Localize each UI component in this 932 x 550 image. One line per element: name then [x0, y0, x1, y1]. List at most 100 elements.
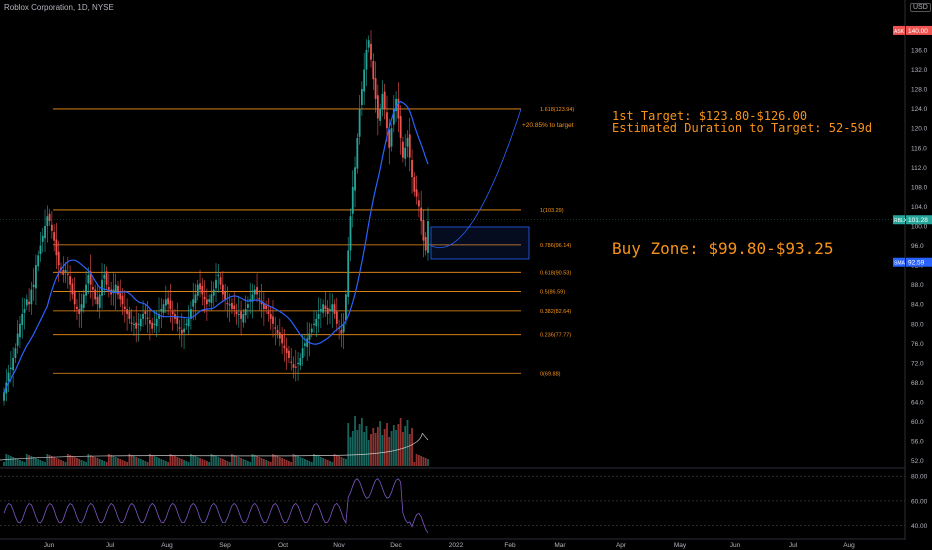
candle-body [424, 237, 427, 251]
y-tick-label: 84.0 [911, 302, 924, 309]
candle-body [402, 141, 404, 158]
candle-body [3, 392, 5, 401]
volume-bar [365, 426, 368, 466]
volume-bar [119, 459, 122, 466]
volume-bar [427, 459, 429, 466]
candle-body [14, 348, 17, 358]
volume-bar [360, 418, 363, 466]
candle-body [30, 289, 33, 305]
volume-bar [9, 456, 12, 466]
volume-bar [21, 461, 24, 466]
candle-body [304, 343, 306, 346]
y-tick-label: 96.0 [911, 243, 924, 250]
volume-bar [50, 456, 53, 466]
candle-body [35, 265, 37, 289]
candle-body [354, 167, 356, 191]
candle-body [96, 296, 99, 305]
projection-curve [430, 108, 522, 248]
candle-body [105, 271, 108, 285]
rsi-tick-label: 40.00 [911, 523, 928, 530]
candle-body [85, 284, 87, 296]
volume-bar [105, 462, 108, 466]
candle-body [123, 306, 126, 310]
x-tick-label: Aug [161, 542, 173, 549]
volume-bar [185, 461, 188, 466]
duration-annotation: Estimated Duration to Target: 52-59d [612, 121, 873, 135]
volume-bar [155, 457, 158, 466]
volume-bar [212, 455, 215, 466]
candle-body [301, 348, 304, 358]
volume-bar [169, 454, 172, 466]
candle-body [411, 160, 413, 178]
volume-bar [146, 462, 149, 466]
volume-bar [16, 459, 19, 466]
volume-bar [338, 456, 340, 466]
candle-body [78, 309, 81, 314]
volume-bar [126, 462, 128, 466]
candle-body [176, 316, 179, 324]
volume-bar [374, 433, 377, 466]
volume-bar [62, 461, 65, 466]
volume-bar [151, 455, 154, 466]
volume-bar [176, 457, 179, 466]
volume-bar [110, 455, 113, 466]
buy-zone-annotation: Buy Zone: $99.80-$93.25 [612, 239, 834, 258]
volume-bar [422, 457, 425, 466]
candle-body [12, 358, 15, 371]
volume-bar [256, 456, 258, 466]
candle-body [137, 323, 140, 325]
price-badge-tag [893, 257, 905, 267]
volume-bar [7, 455, 10, 466]
x-tick-label: Jun [730, 542, 741, 549]
volume-bar [351, 431, 354, 466]
price-badge-name: SMA [894, 261, 906, 267]
x-tick-label: Aug [843, 542, 855, 549]
symbol-title[interactable]: Roblox Corporation, 1D, NYSE [4, 3, 114, 12]
volume-bar [60, 460, 62, 466]
fib-level-label: 0.236(77.77) [540, 333, 571, 339]
candle-body [381, 94, 384, 109]
volume-bar [133, 456, 135, 466]
volume-bar [30, 456, 33, 466]
volume-bar [235, 456, 238, 466]
candle-body [92, 287, 94, 290]
candle-body [374, 78, 377, 99]
candle-body [306, 338, 309, 347]
y-tick-label: 124.0 [911, 106, 928, 113]
y-tick-label: 64.0 [911, 400, 924, 407]
candle-body [331, 304, 334, 312]
volume-bar [411, 428, 413, 466]
fib-level-label: 0(69.88) [540, 371, 561, 377]
candle-body [395, 98, 397, 112]
fib-level-label: 1.618(123.94) [540, 107, 574, 113]
candle-body [164, 299, 167, 306]
x-tick-label: Jul [789, 542, 798, 549]
candle-body [228, 304, 231, 306]
candle-body [205, 299, 208, 305]
volume-bar [313, 454, 315, 466]
candle-body [342, 323, 345, 333]
candle-body [329, 309, 331, 311]
volume-bar [187, 462, 190, 466]
volume-bar [315, 455, 318, 466]
candle-body [413, 177, 416, 192]
candle-body [335, 311, 338, 324]
candle-body [139, 318, 142, 327]
volume-bar [39, 460, 42, 466]
candle-body [178, 327, 181, 329]
volume-bar [28, 455, 30, 466]
volume-bar [381, 435, 384, 466]
candle-body [415, 189, 418, 197]
volume-bar [44, 462, 46, 466]
candle-body [379, 108, 382, 121]
candle-body [183, 328, 185, 333]
candle-body [262, 303, 265, 310]
volume-bar [417, 455, 420, 466]
candle-body [276, 329, 279, 334]
y-tick-label: 104.0 [911, 204, 928, 211]
candle-body [62, 270, 65, 275]
volume-bar [386, 423, 388, 466]
candle-body [53, 232, 56, 241]
rsi-line [3, 478, 429, 534]
